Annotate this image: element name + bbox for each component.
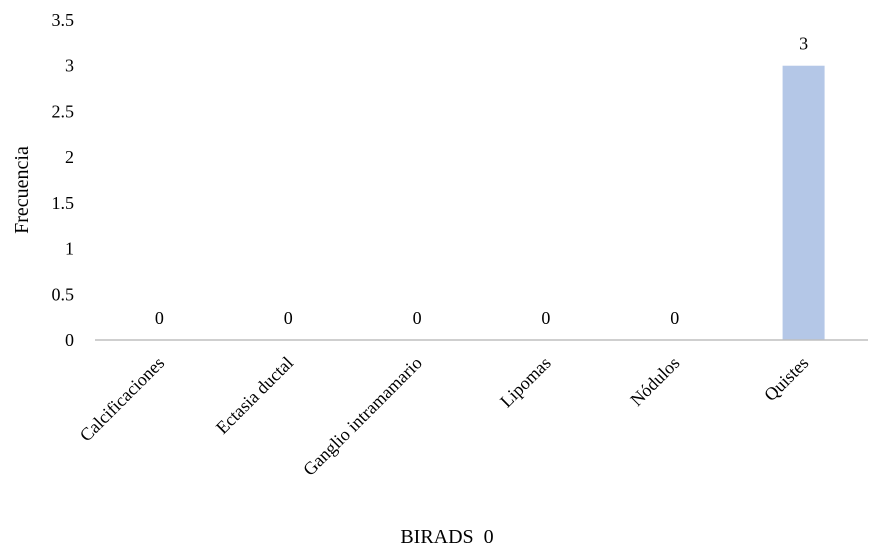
x-axis-title: BIRADS 0 — [400, 526, 493, 548]
y-axis-ticks: 0 0.5 1 1.5 2 2.5 3 3.5 — [52, 10, 75, 350]
x-tick-label: Calcificaciones — [76, 353, 169, 446]
bars — [782, 65, 825, 340]
x-tick-label: Nódulos — [626, 353, 683, 410]
data-label: 0 — [413, 308, 422, 328]
data-labels: 0 0 0 0 0 3 — [155, 34, 808, 328]
data-label: 0 — [670, 308, 679, 328]
y-tick-label: 0 — [65, 330, 74, 350]
x-tick-label: Quistes — [760, 353, 812, 405]
y-tick-label: 2 — [65, 147, 74, 167]
y-tick-label: 3 — [65, 56, 74, 76]
y-tick-label: 1.5 — [52, 193, 75, 213]
y-tick-label: 3.5 — [52, 10, 75, 30]
y-tick-label: 2.5 — [52, 101, 75, 121]
x-tick-label: Ectasia ductal — [212, 353, 297, 438]
x-tick-label: Lipomas — [496, 353, 555, 412]
data-label: 0 — [541, 308, 550, 328]
data-label: 3 — [799, 34, 808, 54]
x-tick-label: Ganglio intramamario — [299, 353, 426, 480]
y-tick-label: 1 — [65, 239, 74, 259]
x-axis-ticks: Calcificaciones Ectasia ductal Ganglio int… — [76, 353, 813, 480]
y-axis-title: Frecuencia — [11, 146, 33, 234]
bar — [782, 65, 825, 340]
data-label: 0 — [155, 308, 164, 328]
y-tick-label: 0.5 — [52, 284, 75, 304]
data-label: 0 — [284, 308, 293, 328]
